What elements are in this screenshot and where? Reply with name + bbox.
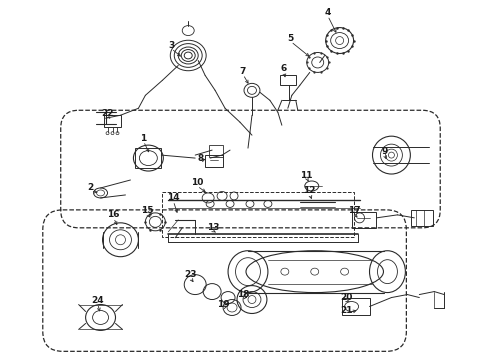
Bar bbox=[205, 155, 223, 167]
Text: 20: 20 bbox=[341, 293, 353, 302]
Text: 17: 17 bbox=[348, 206, 361, 215]
Text: 21: 21 bbox=[341, 306, 353, 315]
Text: 13: 13 bbox=[207, 223, 220, 232]
Bar bbox=[280, 75, 296, 85]
Bar bbox=[412, 210, 433, 226]
Text: 19: 19 bbox=[217, 300, 229, 309]
Text: 11: 11 bbox=[300, 171, 313, 180]
Text: 18: 18 bbox=[237, 290, 249, 299]
Text: 14: 14 bbox=[167, 193, 180, 202]
Text: 16: 16 bbox=[107, 210, 120, 219]
Text: 22: 22 bbox=[101, 109, 114, 118]
Bar bbox=[352, 212, 376, 228]
Text: 6: 6 bbox=[281, 64, 287, 73]
Text: 8: 8 bbox=[197, 154, 203, 163]
Text: 5: 5 bbox=[288, 34, 294, 43]
Text: 9: 9 bbox=[381, 147, 388, 156]
Text: 10: 10 bbox=[191, 179, 203, 188]
Bar bbox=[103, 115, 122, 127]
Text: 2: 2 bbox=[88, 184, 94, 193]
Text: 15: 15 bbox=[141, 206, 154, 215]
Text: 12: 12 bbox=[303, 186, 316, 195]
Text: 3: 3 bbox=[168, 41, 174, 50]
Text: 4: 4 bbox=[324, 8, 331, 17]
Text: 1: 1 bbox=[140, 134, 147, 143]
Text: 23: 23 bbox=[184, 270, 196, 279]
Bar bbox=[209, 145, 223, 157]
Text: 7: 7 bbox=[240, 67, 246, 76]
Bar bbox=[342, 298, 369, 315]
Text: 24: 24 bbox=[91, 296, 104, 305]
Bar bbox=[135, 148, 161, 168]
